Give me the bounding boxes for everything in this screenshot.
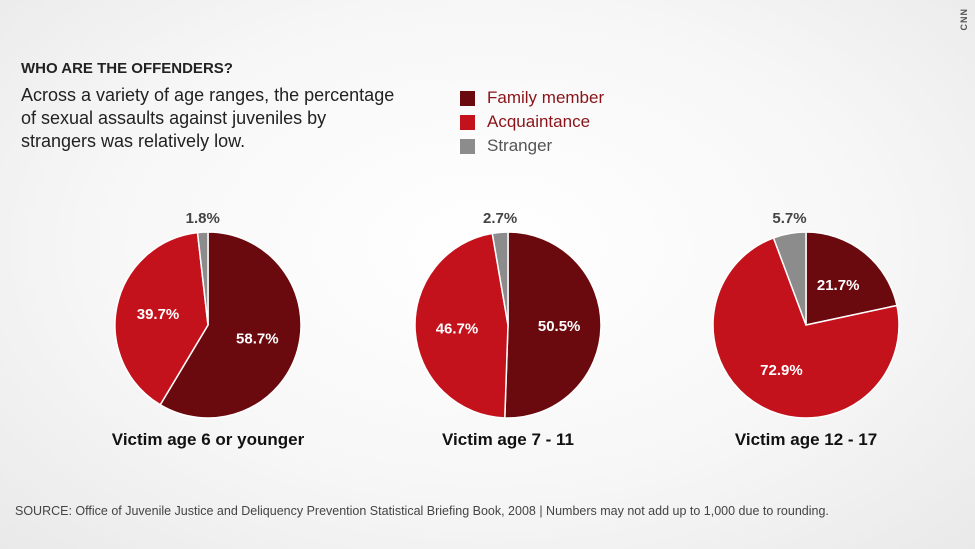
legend-item-stranger: Stranger — [460, 134, 604, 158]
pie-slice-family-member — [504, 231, 602, 419]
cnn-logo: CNN — [959, 8, 969, 31]
pie-slice-stranger — [491, 231, 509, 326]
slice-label-family-member: 50.5% — [538, 318, 581, 335]
slice-label-acquaintance: 72.9% — [760, 362, 803, 379]
legend-swatch-family — [460, 90, 475, 106]
legend-label-acquaintance: Acquaintance — [487, 112, 591, 131]
pie-slice-stranger — [196, 231, 209, 326]
pie-slice-stranger — [772, 231, 807, 326]
legend-item-family: Family member — [460, 86, 604, 110]
slice-label-stranger: 1.8% — [186, 210, 220, 227]
pie-svg-age-6-younger: 58.7% 39.7% 1.8% — [114, 210, 302, 419]
pie-svg-age-12-17: 21.7% 72.9% 5.7% — [712, 210, 900, 419]
legend-swatch-stranger — [460, 138, 475, 154]
pie-slice-family-member — [159, 231, 302, 419]
slice-label-family-member: 21.7% — [817, 277, 860, 294]
legend-swatch-acquaintance — [460, 114, 475, 130]
slice-label-acquaintance: 39.7% — [137, 306, 180, 323]
legend-label-family: Family member — [487, 88, 605, 107]
pie-caption-age-12-17: Victim age 12 - 17 — [734, 430, 878, 449]
pie-chart-age-12-17: 21.7% 72.9% 5.7% Victim age 12 - 17 — [656, 200, 956, 450]
pie-slice-family-member — [805, 231, 898, 326]
pie-chart-age-6-younger: 58.7% 39.7% 1.8% Victim age 6 or younger — [58, 200, 358, 450]
pie-chart-age-7-11: 50.5% 46.7% 2.7% Victim age 7 - 11 — [358, 200, 658, 450]
slice-label-stranger: 5.7% — [772, 210, 806, 227]
pie-slice-acquaintance — [414, 232, 509, 419]
pie-svg-age-7-11: 50.5% 46.7% 2.7% — [414, 210, 602, 419]
legend-label-stranger: Stranger — [487, 136, 553, 155]
source-note: SOURCE: Office of Juvenile Justice and D… — [15, 504, 829, 518]
slice-label-stranger: 2.7% — [483, 210, 517, 227]
legend: Family member Acquaintance Stranger — [460, 86, 604, 158]
chart-subtitle: Across a variety of age ranges, the perc… — [21, 85, 395, 151]
slice-label-family-member: 58.7% — [236, 331, 279, 348]
chart-heading: WHO ARE THE OFFENDERS? — [21, 60, 233, 77]
pie-slice-acquaintance — [712, 236, 900, 419]
pie-caption-age-7-11: Victim age 7 - 11 — [442, 430, 574, 449]
legend-item-acquaintance: Acquaintance — [460, 110, 604, 134]
pie-slice-acquaintance — [114, 231, 209, 406]
pie-caption-age-6-younger: Victim age 6 or younger — [111, 430, 305, 449]
slice-label-acquaintance: 46.7% — [436, 320, 479, 337]
